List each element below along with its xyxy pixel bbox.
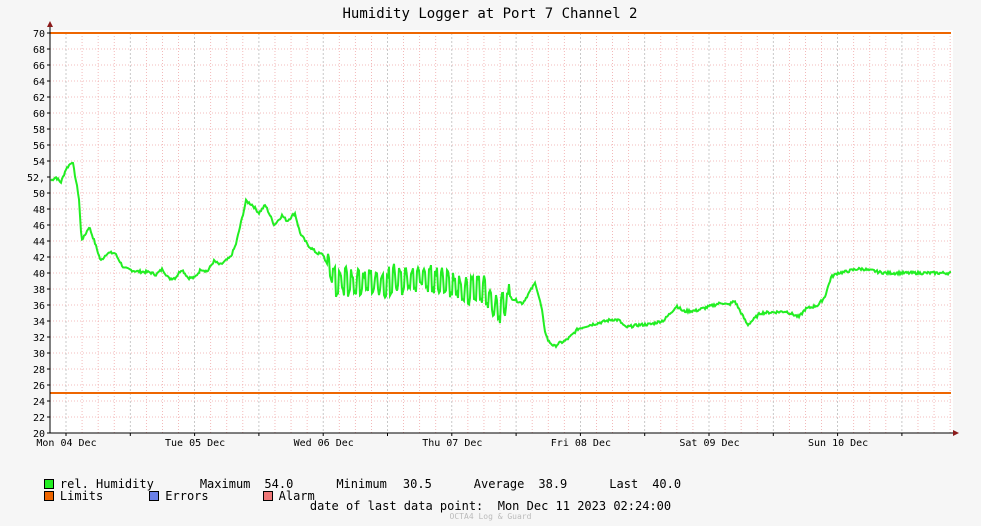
grid <box>50 32 951 434</box>
x-tick-label: Sun 10 Dec <box>808 438 868 449</box>
y-tick-label: 40 <box>33 269 45 280</box>
humidity-chart: Humidity Logger at Port 7 Channel 2 20 22… <box>27 6 959 449</box>
limits-swatch <box>43 491 54 501</box>
y-tick-label: 62 <box>33 93 45 104</box>
x-tick-label: Mon 04 Dec <box>36 438 96 449</box>
y-tick-label: 26 <box>33 381 45 392</box>
legend-last-label: Last <box>609 477 639 491</box>
legend-avg-label: Average <box>473 477 525 491</box>
y-tick-label: 56 <box>33 141 45 152</box>
legend-max-label: Maximum <box>199 477 251 491</box>
x-tick-label: Thu 07 Dec <box>422 438 482 449</box>
y-tick-label: 22 <box>33 413 45 424</box>
y-tick-label: 60 <box>33 109 45 120</box>
y-tick-label: 36 <box>33 301 45 312</box>
alarm-swatch <box>262 491 273 501</box>
legend-avg-value: 38.9 <box>538 477 568 491</box>
date-label: date of last data point: <box>309 499 484 513</box>
legend-series-label: rel. Humidity <box>59 477 154 491</box>
plot-area <box>50 30 953 433</box>
legend-row-keys: Limits Errors Alarm <box>15 475 315 517</box>
y-tick-label: 32 <box>33 333 45 344</box>
y-tick-label: 64 <box>33 77 45 88</box>
legend-errors-label: Errors <box>165 489 209 503</box>
legend-min-value: 30.5 <box>402 477 432 491</box>
humidity-series-line <box>50 161 952 349</box>
x-tick-label: Tue 05 Dec <box>165 438 225 449</box>
y-axis-ticks: 20 22 24 26 28 30 32 34 36 38 40 42 44 46 48 50 52, 54 56 5… <box>27 29 50 440</box>
y-tick-label: 20 <box>33 429 45 440</box>
chart-title: Humidity Logger at Port 7 Channel 2 <box>342 6 637 22</box>
y-tick-label: 54 <box>33 157 45 168</box>
legend-alarm-label: Alarm <box>278 489 315 503</box>
y-tick-label: 30 <box>33 349 45 360</box>
legend-limits-label: Limits <box>59 489 104 503</box>
y-tick-label: 70 <box>33 29 45 40</box>
y-tick-label: 44 <box>33 237 45 248</box>
y-tick-label: 42 <box>33 253 45 264</box>
y-tick-label: 52, <box>27 173 45 184</box>
series-layer <box>50 161 952 349</box>
footer-date: date of last data point: Mon Dec 11 2023… <box>0 499 981 513</box>
axes <box>47 21 959 436</box>
y-tick-label: 28 <box>33 365 45 376</box>
x-axis-arrow <box>953 430 959 436</box>
legend-max-value: 54.0 <box>264 477 294 491</box>
date-value: Mon Dec 11 2023 02:24:00 <box>497 499 672 513</box>
watermark: OCTA4 Log & Guard <box>449 512 532 521</box>
y-tick-label: 48 <box>33 205 45 216</box>
x-tick-label: Wed 06 Dec <box>294 438 354 449</box>
y-tick-label: 24 <box>33 397 45 408</box>
legend-min-label: Minimum <box>336 477 387 491</box>
y-tick-label: 68 <box>33 45 45 56</box>
series-swatch <box>43 479 54 489</box>
y-tick-label: 66 <box>33 61 45 72</box>
x-tick-label: Sat 09 Dec <box>679 438 739 449</box>
y-axis-arrow <box>47 21 53 27</box>
y-tick-label: 58 <box>33 125 45 136</box>
legend-last-value: 40.0 <box>652 477 682 491</box>
limit-lines <box>50 32 951 394</box>
x-axis-ticks: Mon 04 Dec Tue 05 Dec Wed 06 Dec Thu 07 Dec… <box>36 433 903 449</box>
y-tick-label: 34 <box>33 317 45 328</box>
y-tick-label: 38 <box>33 285 45 296</box>
x-tick-label: Fri 08 Dec <box>551 438 611 449</box>
legend-row-stats: rel. Humidity Maximum 54.0 Minimum 30.5 Avera… <box>15 463 681 505</box>
y-tick-label: 46 <box>33 221 45 232</box>
y-tick-label: 50 <box>33 189 45 200</box>
errors-swatch <box>149 491 160 501</box>
